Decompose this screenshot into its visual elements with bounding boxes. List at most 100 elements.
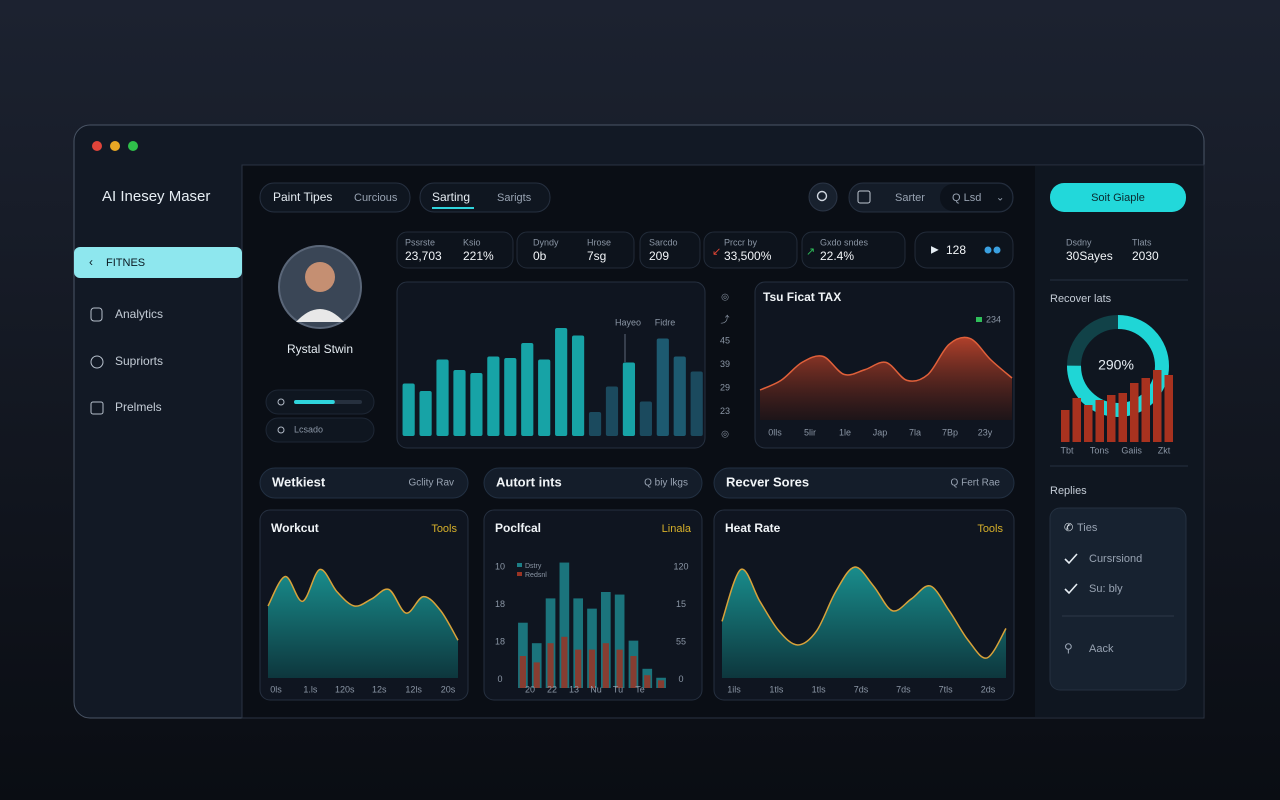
bar xyxy=(1141,378,1150,442)
nav-item[interactable]: Analytics xyxy=(115,307,163,321)
nav-item[interactable]: FITNES xyxy=(106,257,145,269)
bar xyxy=(504,358,517,436)
status-text: Lcsado xyxy=(294,424,323,434)
side-stat-label: Dsdny xyxy=(1066,237,1092,247)
side-label: 23 xyxy=(720,406,730,416)
bar xyxy=(622,362,636,436)
nav-active[interactable] xyxy=(74,247,242,278)
x-tick-label: 7la xyxy=(909,427,921,437)
nav-item[interactable]: Supriorts xyxy=(115,354,163,368)
section-action: Q biy lkgs xyxy=(644,478,688,489)
side-stat-value: 30Sayes xyxy=(1066,249,1113,263)
x-tick-label: 22 xyxy=(547,684,557,694)
bar xyxy=(639,401,652,436)
tab-active[interactable]: Sarting xyxy=(432,190,470,204)
stat-value: 0b xyxy=(533,249,547,263)
stat-label: Hrose xyxy=(587,237,611,247)
card-title: Poclfcal xyxy=(495,521,541,535)
side-icon: ◎ xyxy=(721,428,729,438)
search-button[interactable] xyxy=(808,182,838,212)
progress-fill xyxy=(294,400,335,404)
close-dot[interactable] xyxy=(92,141,102,151)
x-tick-label: 20s xyxy=(441,684,456,694)
side-icon: ⤴ xyxy=(720,313,729,324)
side-label: 29 xyxy=(720,382,730,392)
chevron[interactable]: ⌄ xyxy=(996,193,1004,204)
maximize-dot[interactable] xyxy=(128,141,138,151)
bar xyxy=(571,335,585,436)
x-tick-label: 0lls xyxy=(768,427,782,437)
bar xyxy=(1084,405,1093,442)
status-row xyxy=(265,417,375,443)
card-tag: Linala xyxy=(662,523,692,535)
bar xyxy=(533,662,540,688)
x-tick-label: 5lir xyxy=(804,427,816,437)
section-title: Replies xyxy=(1050,485,1087,497)
x-tick-label: 1.ls xyxy=(303,684,318,694)
x-tick-label: 7tls xyxy=(939,684,954,694)
card-tag: Tools xyxy=(431,523,457,535)
tab-group xyxy=(259,182,411,213)
bar xyxy=(1130,383,1139,442)
x-tick-label: 7ds xyxy=(896,684,911,694)
reply-item[interactable]: Ties xyxy=(1077,522,1098,534)
x-tick-label: 13 xyxy=(569,684,579,694)
reply-item[interactable]: Su: bly xyxy=(1089,583,1123,595)
x-tick-label: Jap xyxy=(873,427,888,437)
x-tick-label: 7Bp xyxy=(942,427,958,437)
nav-icon xyxy=(90,307,103,322)
bar xyxy=(538,359,551,436)
toolbar-select[interactable] xyxy=(940,184,1012,211)
glasses-icon xyxy=(984,246,992,254)
stat-label: Pssrste xyxy=(405,237,435,247)
side-stat-value: 2030 xyxy=(1132,249,1159,263)
nav-item[interactable]: Prelmels xyxy=(115,400,162,414)
button-label[interactable]: Soit Giaple xyxy=(1091,192,1145,204)
bar xyxy=(419,391,432,436)
avatar-face xyxy=(305,262,335,292)
toolbar-item[interactable]: Sarter xyxy=(895,192,925,204)
axis-label: 0 xyxy=(678,674,683,684)
ring-label: 290% xyxy=(1098,357,1134,373)
reply-item[interactable]: Aack xyxy=(1089,643,1114,655)
row-icon xyxy=(277,426,285,434)
x-tick-label: Tbt xyxy=(1060,445,1074,455)
nav-back[interactable]: ‹ xyxy=(89,255,93,269)
legend-label: 234 xyxy=(986,314,1001,324)
stat-box xyxy=(516,231,635,269)
tab[interactable]: Paint Tipes xyxy=(273,190,332,204)
x-tick-label: 12ls xyxy=(405,684,422,694)
bar xyxy=(559,562,570,688)
stat-label: Prccr by xyxy=(724,237,758,247)
area xyxy=(722,567,1006,678)
bar xyxy=(470,373,483,436)
tab[interactable]: Curcious xyxy=(354,192,398,204)
x-tick-label: 1tls xyxy=(812,684,827,694)
reply-item[interactable]: Cursrsiond xyxy=(1089,553,1142,565)
line xyxy=(267,568,459,641)
annotation: Fidre xyxy=(655,317,676,327)
play-icon[interactable]: ▶ xyxy=(931,245,939,256)
x-tick-label: 7ds xyxy=(854,684,869,694)
stat-value: 209 xyxy=(649,249,669,263)
toolbar-item[interactable]: Q Lsd xyxy=(952,192,981,204)
bar xyxy=(547,643,554,688)
profile-name: Rystal Stwin xyxy=(287,342,353,356)
x-tick-label: 1tls xyxy=(769,684,784,694)
section-title: Wetkiest xyxy=(272,474,326,489)
bar xyxy=(1072,398,1081,442)
bar xyxy=(487,356,500,436)
bar xyxy=(1095,400,1104,442)
x-tick-label: 23y xyxy=(978,427,993,437)
line xyxy=(721,566,1007,659)
tab[interactable]: Sarigts xyxy=(497,192,532,204)
bar xyxy=(588,412,602,436)
bar xyxy=(602,643,609,688)
toolbar-icon xyxy=(857,190,871,204)
bar xyxy=(436,359,449,436)
minimize-dot[interactable] xyxy=(110,141,120,151)
x-tick-label: 0ls xyxy=(270,684,282,694)
primary-button[interactable] xyxy=(1050,183,1186,212)
